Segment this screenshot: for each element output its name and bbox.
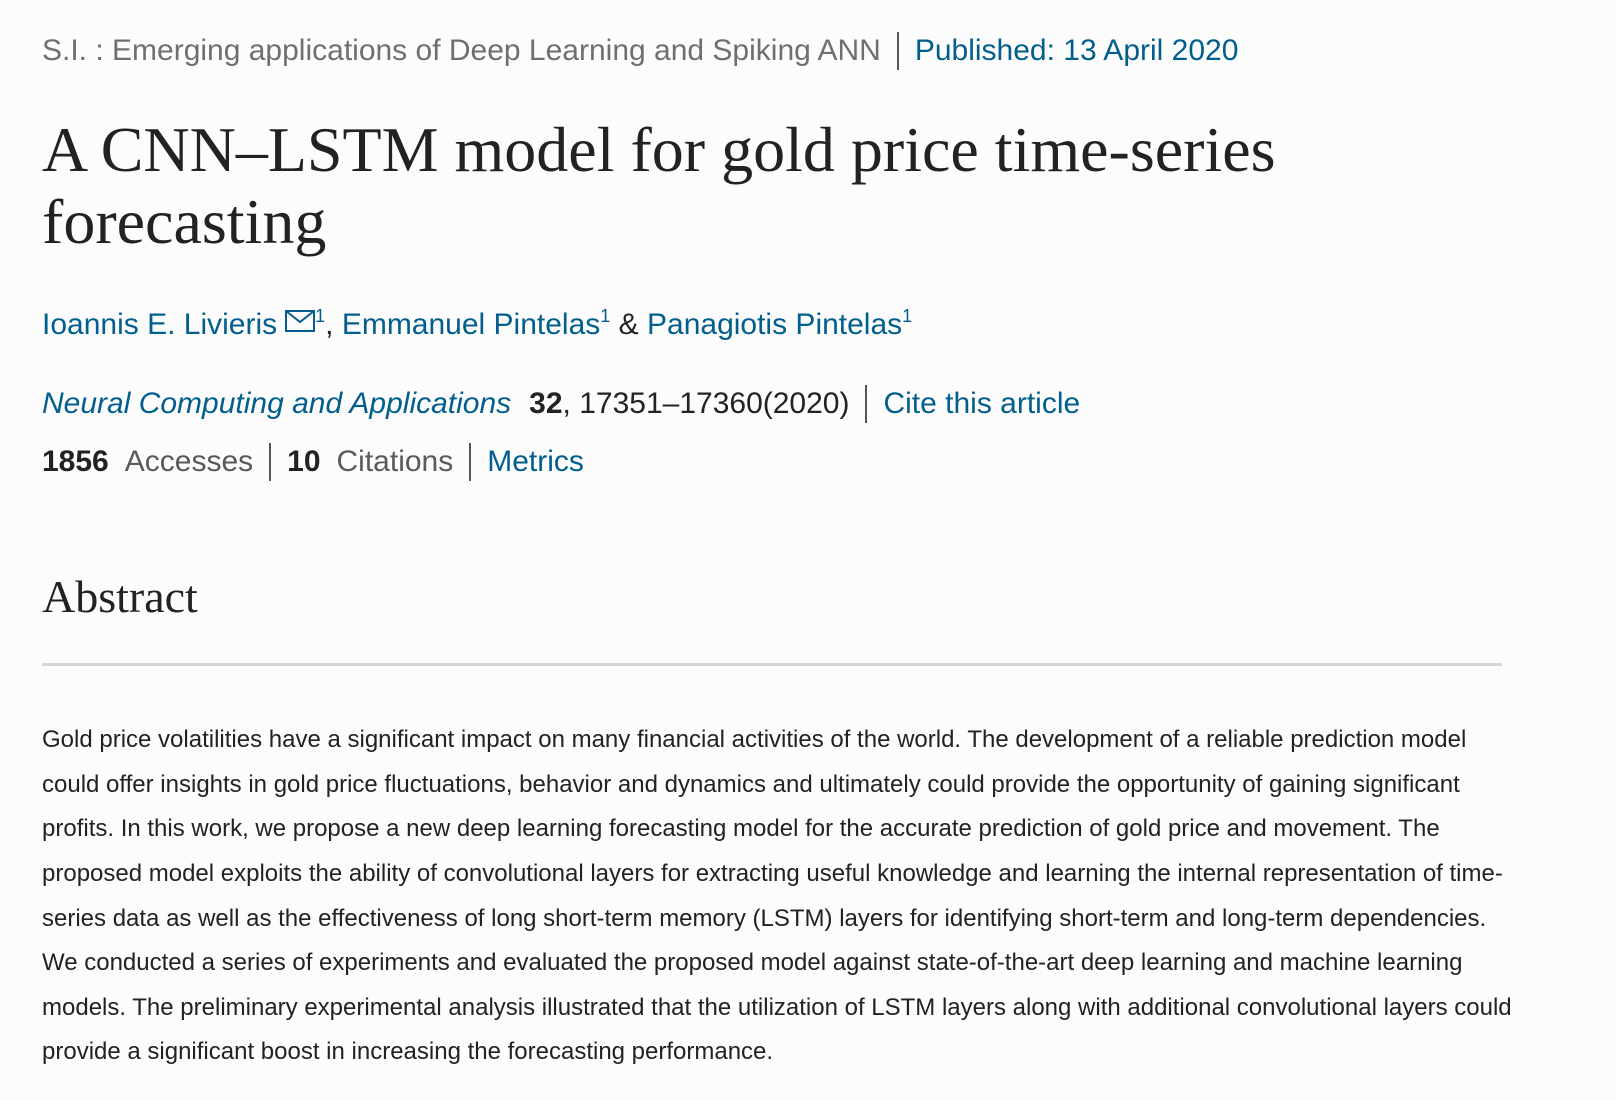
- author-name: Panagiotis Pintelas: [647, 308, 903, 341]
- header-divider: [896, 32, 899, 70]
- article-header-line: S.I. : Emerging applications of Deep Lea…: [42, 28, 1616, 74]
- author-link-e-pintelas[interactable]: Emmanuel Pintelas: [342, 308, 600, 341]
- abstract-divider: [42, 663, 1502, 667]
- affiliation-marker[interactable]: 1: [600, 306, 611, 326]
- metrics-link[interactable]: Metrics: [487, 445, 584, 478]
- affiliation-marker[interactable]: 1: [315, 306, 326, 326]
- published-date: Published: 13 April 2020: [914, 34, 1239, 67]
- metrics-divider: [269, 443, 272, 481]
- author-link-livieris[interactable]: Ioannis E. Livieris: [42, 308, 277, 341]
- citations-label: Citations: [336, 445, 454, 478]
- metrics-divider: [469, 443, 472, 481]
- pages-year: , 17351–17360(2020): [562, 387, 850, 420]
- special-issue-label: S.I. : Emerging applications of Deep Lea…: [42, 34, 881, 67]
- cite-article-link[interactable]: Cite this article: [883, 387, 1081, 420]
- accesses-count: 1856: [42, 445, 109, 478]
- article-page: S.I. : Emerging applications of Deep Lea…: [42, 28, 1616, 1066]
- author-separator-comma: ,: [325, 308, 334, 341]
- author-separator-ampersand: &: [618, 308, 639, 341]
- author-name: Ioannis E. Livieris: [42, 308, 278, 341]
- affiliation-marker[interactable]: 1: [902, 306, 913, 326]
- article-title: A CNN–LSTM model for gold price time-ser…: [42, 114, 1276, 257]
- accesses-label: Accesses: [124, 445, 254, 478]
- author-name: Emmanuel Pintelas: [341, 308, 601, 341]
- citations-count: 10: [287, 445, 321, 478]
- email-icon[interactable]: [285, 303, 316, 332]
- author-link-p-pintelas[interactable]: Panagiotis Pintelas: [647, 308, 902, 341]
- author-list: Ioannis E. Livieris 1, Emmanuel Pintelas1…: [42, 296, 1616, 345]
- abstract-text: Gold price volatilities have a significa…: [42, 726, 1512, 1066]
- metrics-line: 1856 Accesses 10 Citations Metrics: [42, 441, 1616, 483]
- abstract-heading: Abstract: [42, 571, 198, 622]
- citation-line: Neural Computing and Applications 32 , 1…: [42, 383, 1616, 425]
- volume-number: 32: [529, 387, 563, 420]
- journal-link[interactable]: Neural Computing and Applications: [42, 387, 512, 420]
- citation-divider: [865, 385, 868, 423]
